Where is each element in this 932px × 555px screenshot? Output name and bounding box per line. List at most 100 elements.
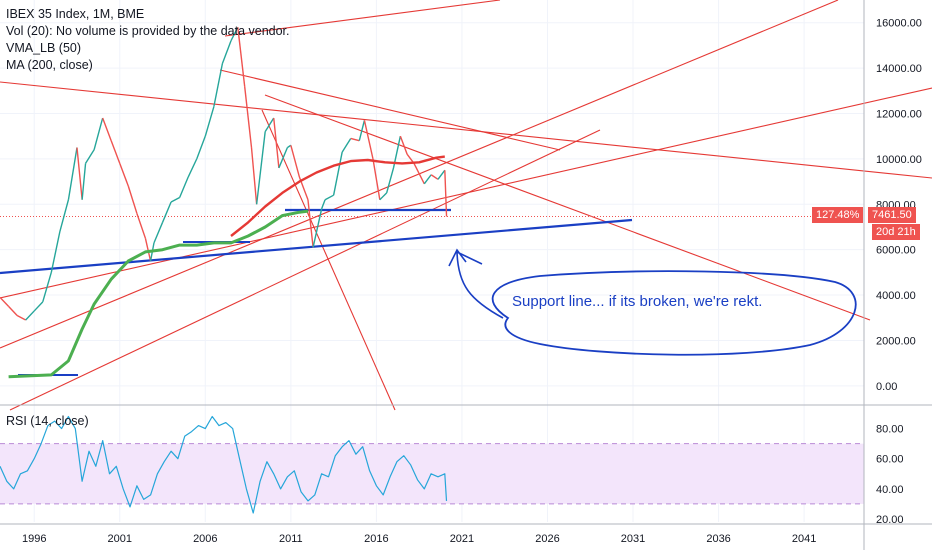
legend-volume[interactable]: Vol (20): No volume is provided by the d… xyxy=(6,24,290,38)
rsi-legend[interactable]: RSI (14, close) xyxy=(6,414,89,428)
y-tick-label: 14000.00 xyxy=(876,63,922,75)
x-tick-label: 2021 xyxy=(450,533,474,545)
x-tick-label: 2016 xyxy=(364,533,388,545)
price-segment xyxy=(170,196,180,203)
price-segment xyxy=(230,26,239,42)
price-segment xyxy=(324,194,334,201)
price-segment xyxy=(423,174,432,185)
y-tick-label: 12000.00 xyxy=(876,108,922,120)
price-segment xyxy=(136,213,147,239)
price-segment xyxy=(320,199,326,210)
legend-title[interactable]: IBEX 35 Index, 1M, BME xyxy=(6,7,145,21)
legend-vma[interactable]: VMA_LB (50) xyxy=(6,41,82,55)
x-tick-label: 2001 xyxy=(108,533,132,545)
percent-tag: 127.48% xyxy=(812,207,864,223)
price-segment xyxy=(81,163,87,200)
price-segment xyxy=(67,147,78,200)
price-segment xyxy=(264,117,275,133)
y-tick-label: 16000.00 xyxy=(876,18,922,30)
ma200-line xyxy=(230,155,445,237)
price-segment xyxy=(273,117,280,169)
price-segment xyxy=(101,117,112,141)
rsi-tick-label: 20.00 xyxy=(876,514,904,526)
y-tick-label: 2000.00 xyxy=(876,335,916,347)
y-tick-label: 6000.00 xyxy=(876,245,916,257)
price-segment xyxy=(204,106,215,137)
price-segment xyxy=(76,147,83,200)
price-segment xyxy=(255,131,266,205)
x-tick-label: 2036 xyxy=(706,533,730,545)
annotation-ellipse xyxy=(491,270,857,356)
trendline xyxy=(261,109,396,411)
y-tick-label: 0.00 xyxy=(876,381,897,393)
price-segment xyxy=(84,149,95,164)
vma-line xyxy=(8,209,309,379)
rsi-tick-label: 80.00 xyxy=(876,424,904,436)
chart-legend: IBEX 35 Index, 1M, BME Vol (20): No volu… xyxy=(6,6,290,74)
price-segment xyxy=(250,147,258,205)
trendline xyxy=(224,0,501,37)
price-segment xyxy=(430,174,439,180)
rsi-tick-label: 60.00 xyxy=(876,454,904,466)
rsi-tick-label: 40.00 xyxy=(876,484,904,496)
price-segment xyxy=(444,170,448,217)
price-segment xyxy=(153,222,164,244)
annotation: Support line... if its broken, we're rek… xyxy=(448,248,857,356)
y-tick-label: 4000.00 xyxy=(876,290,916,302)
series xyxy=(0,26,448,514)
price-segment xyxy=(358,120,366,141)
rsi-line xyxy=(0,415,448,514)
price-tag: 7461.50 xyxy=(868,207,916,223)
countdown-tag: 20d 21h xyxy=(872,224,920,240)
price-segment xyxy=(178,176,189,198)
price-segment xyxy=(221,40,232,64)
price-segment xyxy=(341,138,352,153)
price-segment xyxy=(307,199,314,248)
price-segment xyxy=(144,238,152,262)
trendline xyxy=(0,81,932,179)
trendline xyxy=(264,94,871,321)
price-segment xyxy=(413,163,425,185)
price-segment xyxy=(127,185,138,214)
y-tick-label: 10000.00 xyxy=(876,154,922,166)
price-segment xyxy=(8,305,18,316)
price-segment xyxy=(350,137,360,142)
x-tick-label: 2041 xyxy=(792,533,816,545)
x-tick-label: 1996 xyxy=(22,533,46,545)
annotation-text: Support line... if its broken, we're rek… xyxy=(512,293,762,310)
price-segment xyxy=(110,140,121,164)
price-segment xyxy=(42,272,52,303)
price-segment xyxy=(379,192,388,201)
price-segment xyxy=(50,231,61,273)
price-segment xyxy=(290,145,301,178)
price-segment xyxy=(213,63,224,107)
price-segment xyxy=(437,169,446,180)
price-segment xyxy=(59,199,70,232)
price-segment xyxy=(187,158,198,178)
price-segment xyxy=(312,208,323,248)
price-segment xyxy=(33,301,44,312)
legend-ma[interactable]: MA (200, close) xyxy=(6,58,93,72)
price-segment xyxy=(372,158,381,200)
x-tick-label: 2031 xyxy=(621,533,645,545)
price-segment xyxy=(119,163,129,187)
price-segment xyxy=(385,167,395,194)
price-segment xyxy=(0,296,10,307)
price-segment xyxy=(93,117,104,150)
price-segment xyxy=(363,120,374,160)
price-segment xyxy=(278,147,289,169)
price-segment xyxy=(399,135,408,155)
price-segment xyxy=(332,151,343,196)
annotation-arrow xyxy=(448,248,504,319)
x-tick-label: 2026 xyxy=(535,533,559,545)
trendline xyxy=(219,69,561,151)
price-segment xyxy=(243,86,253,148)
x-tick-label: 2011 xyxy=(279,533,303,545)
price-segment xyxy=(16,314,26,321)
trendline xyxy=(9,129,601,411)
price-segment xyxy=(196,135,206,160)
price-segment xyxy=(161,201,172,223)
